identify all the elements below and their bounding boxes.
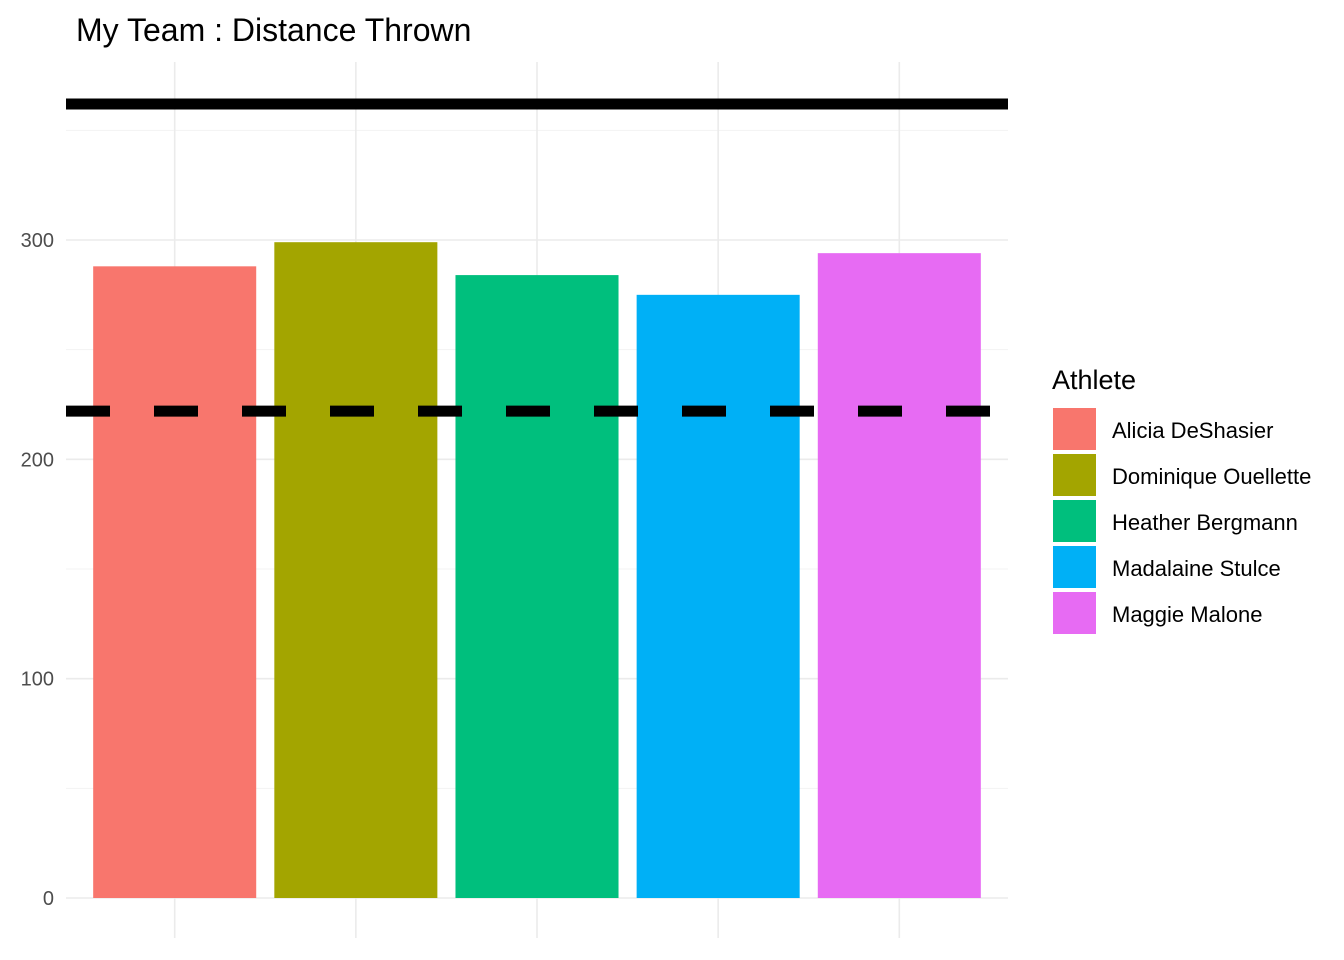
y-tick-label: 100 [21, 669, 54, 691]
legend-key [1053, 454, 1096, 496]
chart-title: My Team : Distance Thrown [76, 12, 471, 48]
y-tick-label: 200 [21, 449, 54, 471]
legend-label: Dominique Ouellette [1112, 464, 1311, 489]
legend-label: Madalaine Stulce [1112, 556, 1281, 581]
bars [93, 242, 981, 898]
bar-dominique-ouellette [274, 242, 438, 898]
legend-key [1053, 546, 1096, 588]
legend-label: Maggie Malone [1112, 602, 1262, 627]
bar-alicia-deshasier [93, 266, 257, 898]
legend-title: Athlete [1052, 365, 1136, 395]
legend-key [1053, 592, 1096, 634]
legend-label: Alicia DeShasier [1112, 418, 1273, 443]
bar-heather-bergmann [455, 275, 619, 898]
y-axis: 0 100 200 300 [21, 230, 54, 910]
legend-key [1053, 500, 1096, 542]
reference-lines [66, 98, 1008, 417]
y-tick-label: 300 [21, 230, 54, 252]
bar-madalaine-stulce [636, 294, 800, 898]
legend-key [1053, 408, 1096, 450]
bar-maggie-malone [817, 253, 981, 898]
legend: Athlete Alicia DeShasier Dominique Ouelle… [1052, 365, 1311, 634]
legend-label: Heather Bergmann [1112, 510, 1298, 535]
y-tick-label: 0 [43, 888, 54, 910]
